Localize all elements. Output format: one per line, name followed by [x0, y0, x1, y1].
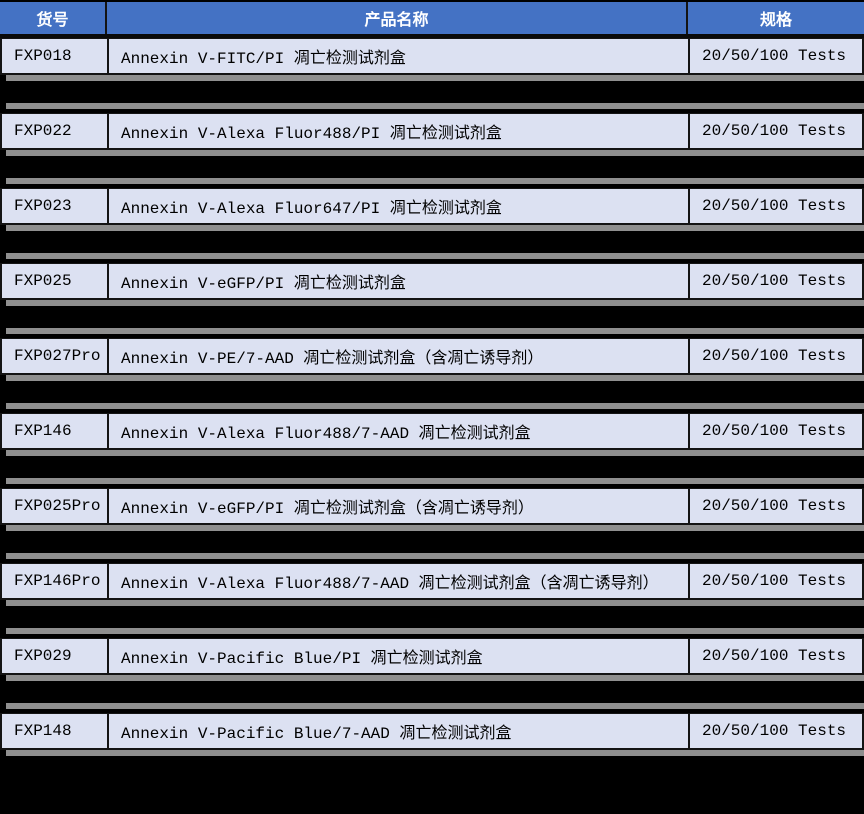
- spec-cell: 20/50/100 Tests: [688, 714, 864, 748]
- catalog-number-cell: FXP146Pro: [14, 572, 101, 590]
- table-row: FXP018 Annexin V-FITC/PI 凋亡检测试剂盒 20/50/1…: [0, 38, 864, 75]
- header-cell-name: 产品名称: [105, 2, 686, 34]
- catalog-number-cell: FXP029: [14, 647, 72, 665]
- table-row: FXP146Pro Annexin V-Alexa Fluor488/7-AAD…: [0, 563, 864, 600]
- product-name-cell: Annexin V-Pacific Blue/7-AAD 凋亡检测试剂盒: [107, 714, 688, 748]
- product-name-cell: Annexin V-Alexa Fluor488/PI 凋亡检测试剂盒: [107, 114, 688, 148]
- header-cell-spec: 规格: [686, 2, 864, 34]
- product-name-cell: Annexin V-eGFP/PI 凋亡检测试剂盒: [107, 264, 688, 298]
- table-row-block: FXP027Pro Annexin V-PE/7-AAD 凋亡检测试剂盒（含凋亡…: [0, 338, 864, 413]
- table-row: FXP027Pro Annexin V-PE/7-AAD 凋亡检测试剂盒（含凋亡…: [0, 338, 864, 375]
- spec-cell: 20/50/100 Tests: [688, 564, 864, 598]
- product-name-cell: Annexin V-eGFP/PI 凋亡检测试剂盒（含凋亡诱导剂）: [107, 489, 688, 523]
- catalog-number-cell: FXP022: [14, 122, 72, 140]
- catalog-number-cell: FXP025: [14, 272, 72, 290]
- table-row: FXP025 Annexin V-eGFP/PI 凋亡检测试剂盒 20/50/1…: [0, 263, 864, 300]
- catalog-number-cell: FXP018: [14, 47, 72, 65]
- table-row-block: FXP148 Annexin V-Pacific Blue/7-AAD 凋亡检测…: [0, 713, 864, 750]
- table-row-block: FXP025 Annexin V-eGFP/PI 凋亡检测试剂盒 20/50/1…: [0, 263, 864, 338]
- table-row-block: FXP146 Annexin V-Alexa Fluor488/7-AAD 凋亡…: [0, 413, 864, 488]
- table-row: FXP146 Annexin V-Alexa Fluor488/7-AAD 凋亡…: [0, 413, 864, 450]
- catalog-number-cell: FXP027Pro: [14, 347, 101, 365]
- table-row-block: FXP022 Annexin V-Alexa Fluor488/PI 凋亡检测试…: [0, 113, 864, 188]
- products-table: 货号 产品名称 规格 FXP018 Annexin V-FITC/PI 凋亡检测…: [0, 0, 864, 750]
- catalog-number-cell: FXP025Pro: [14, 497, 101, 515]
- header-cell-code: 货号: [36, 12, 69, 29]
- table-row-block: FXP025Pro Annexin V-eGFP/PI 凋亡检测试剂盒（含凋亡诱…: [0, 488, 864, 563]
- spec-cell: 20/50/100 Tests: [688, 414, 864, 448]
- table-row-block: FXP018 Annexin V-FITC/PI 凋亡检测试剂盒 20/50/1…: [0, 38, 864, 113]
- product-name-cell: Annexin V-Alexa Fluor488/7-AAD 凋亡检测试剂盒: [107, 414, 688, 448]
- table-row: FXP148 Annexin V-Pacific Blue/7-AAD 凋亡检测…: [0, 713, 864, 750]
- catalog-number-cell: FXP146: [14, 422, 72, 440]
- spec-cell: 20/50/100 Tests: [688, 339, 864, 373]
- product-name-cell: Annexin V-FITC/PI 凋亡检测试剂盒: [107, 39, 688, 73]
- table-row: FXP025Pro Annexin V-eGFP/PI 凋亡检测试剂盒（含凋亡诱…: [0, 488, 864, 525]
- table-header: 货号 产品名称 规格: [0, 0, 864, 38]
- spec-cell: 20/50/100 Tests: [688, 264, 864, 298]
- table-row-block: FXP023 Annexin V-Alexa Fluor647/PI 凋亡检测试…: [0, 188, 864, 263]
- product-name-cell: Annexin V-Pacific Blue/PI 凋亡检测试剂盒: [107, 639, 688, 673]
- spec-cell: 20/50/100 Tests: [688, 39, 864, 73]
- spec-cell: 20/50/100 Tests: [688, 489, 864, 523]
- table-row: FXP029 Annexin V-Pacific Blue/PI 凋亡检测试剂盒…: [0, 638, 864, 675]
- product-name-cell: Annexin V-Alexa Fluor488/7-AAD 凋亡检测试剂盒（含…: [107, 564, 688, 598]
- spec-cell: 20/50/100 Tests: [688, 114, 864, 148]
- table-row-block: FXP029 Annexin V-Pacific Blue/PI 凋亡检测试剂盒…: [0, 638, 864, 713]
- table-row: FXP022 Annexin V-Alexa Fluor488/PI 凋亡检测试…: [0, 113, 864, 150]
- table-row: FXP023 Annexin V-Alexa Fluor647/PI 凋亡检测试…: [0, 188, 864, 225]
- table-row-block: FXP146Pro Annexin V-Alexa Fluor488/7-AAD…: [0, 563, 864, 638]
- spec-cell: 20/50/100 Tests: [688, 639, 864, 673]
- catalog-number-cell: FXP148: [14, 722, 72, 740]
- spec-cell: 20/50/100 Tests: [688, 189, 864, 223]
- product-name-cell: Annexin V-PE/7-AAD 凋亡检测试剂盒（含凋亡诱导剂）: [107, 339, 688, 373]
- catalog-number-cell: FXP023: [14, 197, 72, 215]
- product-name-cell: Annexin V-Alexa Fluor647/PI 凋亡检测试剂盒: [107, 189, 688, 223]
